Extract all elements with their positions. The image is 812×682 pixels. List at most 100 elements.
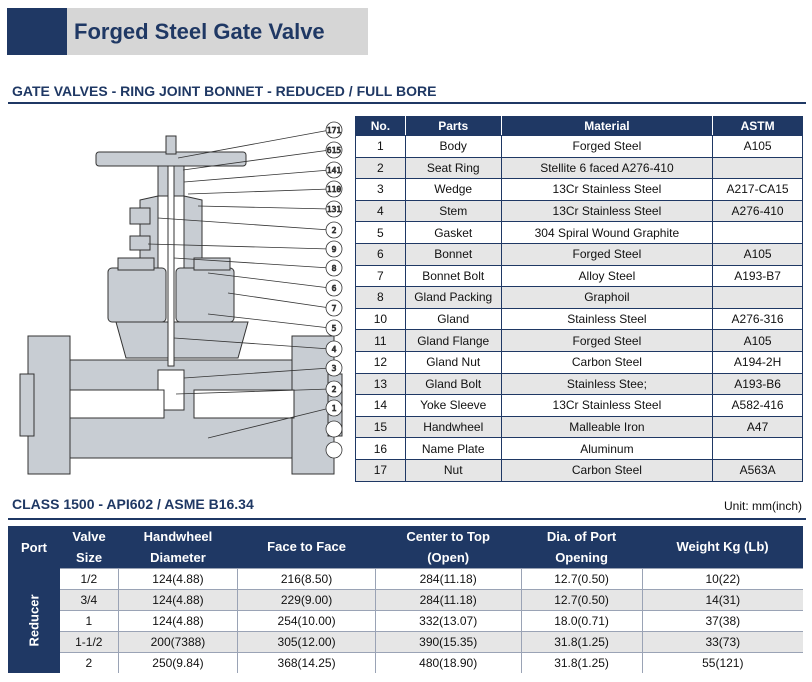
cell-material: Forged Steel bbox=[500, 329, 714, 352]
callout-bubble: 131 bbox=[325, 200, 343, 218]
callout-bubble: 5 bbox=[325, 319, 343, 337]
cell-center-to-top: 284(11.18) bbox=[375, 567, 522, 589]
cell-astm: A193-B6 bbox=[712, 372, 803, 396]
section-title-gate-valves: GATE VALVES - RING JOINT BONNET - REDUCE… bbox=[12, 83, 437, 99]
cell-astm: A193-B7 bbox=[712, 264, 803, 288]
cell-valve-size: 1 bbox=[60, 609, 119, 631]
callout-bubble: 8 bbox=[325, 259, 343, 277]
cell-face-to-face: 229(9.00) bbox=[237, 588, 376, 610]
title-banner: Forged Steel Gate Valve bbox=[7, 8, 368, 55]
svg-text:6: 6 bbox=[332, 284, 337, 293]
cell-no: 8 bbox=[355, 286, 406, 309]
svg-text:131: 131 bbox=[327, 205, 342, 214]
table-row: 2 Seat Ring Stellite 6 faced A276-410 bbox=[355, 156, 803, 180]
table-row: 8 Gland Packing Graphoil bbox=[355, 286, 803, 309]
cell-weight: 55(121) bbox=[642, 651, 803, 673]
cell-no: 1 bbox=[355, 135, 406, 158]
cell-center-to-top: 284(11.18) bbox=[375, 588, 522, 610]
cell-material: Stainless Steel bbox=[500, 307, 714, 331]
cell-valve-size: 3/4 bbox=[60, 588, 119, 610]
cell-material: Stainless Stee; bbox=[500, 372, 714, 396]
spec-table-header-row: Port Valve Handwheel Face to Face Center… bbox=[8, 526, 803, 568]
svg-text:2: 2 bbox=[332, 385, 337, 394]
cell-astm: A47 bbox=[712, 415, 803, 439]
valve-cross-section-drawing: 171 615 141 110 131 2 9 8 6 7 5 4 3 2 1 bbox=[19, 121, 343, 475]
cell-port-dia: 31.8(1.25) bbox=[521, 630, 643, 652]
cell-material: Forged Steel bbox=[500, 242, 714, 266]
column-header-material: Material bbox=[500, 116, 714, 136]
title-accent-block bbox=[7, 8, 67, 55]
callout-bubble: 4 bbox=[325, 340, 343, 358]
table-row: 13 Gland Bolt Stainless Stee; A193-B6 bbox=[355, 372, 803, 396]
column-header-center-to-top-line1: Center to Top bbox=[375, 526, 522, 547]
cell-part: Gland Nut bbox=[404, 350, 502, 374]
cell-material: Graphoil bbox=[500, 286, 714, 309]
unit-note: Unit: mm(inch) bbox=[723, 499, 802, 513]
svg-text:1: 1 bbox=[332, 404, 337, 413]
table-row: 4 Stem 13Cr Stainless Steel A276-410 bbox=[355, 199, 803, 223]
cell-no: 4 bbox=[355, 199, 406, 223]
table-row: 1-1/2 200(7388) 305(12.00) 390(15.35) 31.8(1… bbox=[8, 630, 803, 652]
cell-material: 304 Spiral Wound Graphite bbox=[500, 221, 714, 244]
callout-bubble: 615 bbox=[325, 141, 343, 159]
cell-astm bbox=[712, 437, 803, 460]
cell-astm: A217-CA15 bbox=[712, 178, 803, 201]
cell-material: 13Cr Stainless Steel bbox=[500, 199, 714, 223]
cell-face-to-face: 254(10.00) bbox=[237, 609, 376, 631]
svg-text:110: 110 bbox=[327, 185, 342, 194]
cell-part: Bonnet bbox=[404, 242, 502, 266]
table-row: 1 Body Forged Steel A105 bbox=[355, 135, 803, 158]
table-row: 2 250(9.84) 368(14.25) 480(18.90) 31.8(1.25)… bbox=[8, 651, 803, 673]
callout-bubble: 110 bbox=[325, 180, 343, 198]
cell-no: 16 bbox=[355, 437, 406, 460]
table-row: 7 Bonnet Bolt Alloy Steel A193-B7 bbox=[355, 264, 803, 288]
cell-material: 13Cr Stainless Steel bbox=[500, 178, 714, 201]
column-header-port-dia-line2: Opening bbox=[521, 547, 643, 568]
callout-bubble: 2 bbox=[325, 380, 343, 398]
svg-text:4: 4 bbox=[332, 345, 337, 354]
cell-center-to-top: 480(18.90) bbox=[375, 651, 522, 673]
cell-part: Wedge bbox=[404, 178, 502, 201]
cell-no: 17 bbox=[355, 458, 406, 482]
column-header-weight: Weight Kg (Lb) bbox=[642, 526, 803, 568]
section-divider bbox=[8, 102, 806, 104]
column-header-parts: Parts bbox=[404, 116, 502, 136]
cell-port-dia: 12.7(0.50) bbox=[521, 567, 643, 589]
cell-astm: A563A bbox=[712, 458, 803, 482]
cell-part: Gland Bolt bbox=[404, 372, 502, 396]
svg-text:2: 2 bbox=[332, 226, 337, 235]
cell-port-dia: 18.0(0.71) bbox=[521, 609, 643, 631]
table-row: 3/4 124(4.88) 229(9.00) 284(11.18) 12.7(0.50… bbox=[8, 588, 803, 610]
cell-no: 11 bbox=[355, 329, 406, 352]
cell-material: 13Cr Stainless Steel bbox=[500, 394, 714, 417]
parts-table-header-row: No. Parts Material ASTM bbox=[355, 116, 803, 136]
cell-valve-size: 1/2 bbox=[60, 567, 119, 589]
cell-center-to-top: 390(15.35) bbox=[375, 630, 522, 652]
valve-body-outline bbox=[19, 135, 343, 475]
table-row: 5 Gasket 304 Spiral Wound Graphite bbox=[355, 221, 803, 244]
cell-part: Gland Flange bbox=[404, 329, 502, 352]
port-group-reducer: Reducer bbox=[8, 568, 61, 673]
parts-material-table: No. Parts Material ASTM 1 Body Forged Stee… bbox=[355, 116, 803, 482]
cell-handwheel: 124(4.88) bbox=[118, 588, 239, 610]
svg-text:5: 5 bbox=[332, 324, 337, 333]
cell-astm: A105 bbox=[712, 242, 803, 266]
cell-material: Carbon Steel bbox=[500, 458, 714, 482]
svg-text:9: 9 bbox=[332, 245, 337, 254]
cell-part: Handwheel bbox=[404, 415, 502, 439]
svg-text:8: 8 bbox=[332, 264, 337, 273]
cell-astm: A105 bbox=[712, 329, 803, 352]
table-row: 12 Gland Nut Carbon Steel A194-2H bbox=[355, 350, 803, 374]
cell-astm bbox=[712, 156, 803, 180]
column-header-port: Port bbox=[8, 526, 61, 568]
cell-no: 6 bbox=[355, 242, 406, 266]
cell-no: 5 bbox=[355, 221, 406, 244]
cell-weight: 14(31) bbox=[642, 588, 803, 610]
cell-handwheel: 124(4.88) bbox=[118, 567, 239, 589]
cell-part: Nut bbox=[404, 458, 502, 482]
page-title: Forged Steel Gate Valve bbox=[74, 19, 325, 44]
cell-weight: 10(22) bbox=[642, 567, 803, 589]
port-group-label: Reducer bbox=[26, 594, 42, 647]
cell-astm bbox=[712, 221, 803, 244]
cell-material: Carbon Steel bbox=[500, 350, 714, 374]
